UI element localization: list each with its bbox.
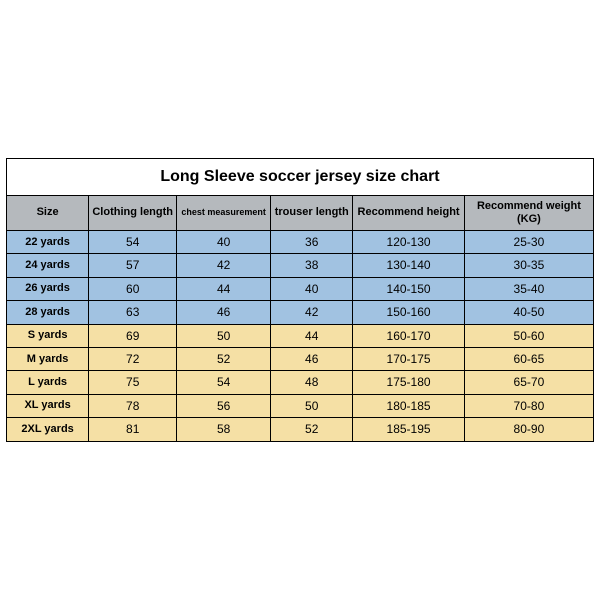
- cell-chest: 54: [177, 371, 271, 394]
- cell-rec-height: 180-185: [353, 394, 465, 417]
- cell-clothing-length: 75: [89, 371, 177, 394]
- cell-clothing-length: 72: [89, 347, 177, 370]
- table-row: 26 yards604440140-15035-40: [7, 277, 594, 300]
- column-header: trouser length: [271, 195, 353, 230]
- cell-rec-weight: 35-40: [464, 277, 593, 300]
- table-row: M yards725246170-17560-65: [7, 347, 594, 370]
- cell-chest: 52: [177, 347, 271, 370]
- table-row: 2XL yards815852185-19580-90: [7, 418, 594, 441]
- table-row: S yards695044160-17050-60: [7, 324, 594, 347]
- cell-clothing-length: 81: [89, 418, 177, 441]
- cell-rec-height: 140-150: [353, 277, 465, 300]
- cell-trouser-length: 48: [271, 371, 353, 394]
- table-row: XL yards785650180-18570-80: [7, 394, 594, 417]
- title-row: Long Sleeve soccer jersey size chart: [7, 159, 594, 195]
- cell-size: 2XL yards: [7, 418, 89, 441]
- size-chart-container: Long Sleeve soccer jersey size chart Siz…: [0, 158, 600, 441]
- cell-clothing-length: 54: [89, 231, 177, 254]
- cell-chest: 40: [177, 231, 271, 254]
- cell-chest: 46: [177, 301, 271, 324]
- cell-trouser-length: 36: [271, 231, 353, 254]
- cell-size: 26 yards: [7, 277, 89, 300]
- header-row: SizeClothing lengthchest measurementtrou…: [7, 195, 594, 230]
- cell-rec-weight: 60-65: [464, 347, 593, 370]
- cell-rec-weight: 50-60: [464, 324, 593, 347]
- cell-rec-weight: 70-80: [464, 394, 593, 417]
- column-header: Recommend height: [353, 195, 465, 230]
- cell-chest: 42: [177, 254, 271, 277]
- cell-rec-weight: 40-50: [464, 301, 593, 324]
- table-row: L yards755448175-18065-70: [7, 371, 594, 394]
- cell-size: 28 yards: [7, 301, 89, 324]
- tbody: Long Sleeve soccer jersey size chart Siz…: [7, 159, 594, 441]
- cell-clothing-length: 69: [89, 324, 177, 347]
- column-header: Size: [7, 195, 89, 230]
- cell-chest: 50: [177, 324, 271, 347]
- cell-size: S yards: [7, 324, 89, 347]
- chart-title: Long Sleeve soccer jersey size chart: [7, 159, 594, 195]
- cell-rec-height: 160-170: [353, 324, 465, 347]
- table-row: 24 yards574238130-14030-35: [7, 254, 594, 277]
- cell-rec-weight: 30-35: [464, 254, 593, 277]
- cell-clothing-length: 60: [89, 277, 177, 300]
- cell-size: L yards: [7, 371, 89, 394]
- cell-clothing-length: 78: [89, 394, 177, 417]
- table-row: 22 yards544036120-13025-30: [7, 231, 594, 254]
- column-header: Recommend weight (KG): [464, 195, 593, 230]
- size-chart-table: Long Sleeve soccer jersey size chart Siz…: [6, 158, 594, 441]
- column-header: Clothing length: [89, 195, 177, 230]
- cell-rec-weight: 65-70: [464, 371, 593, 394]
- cell-rec-height: 150-160: [353, 301, 465, 324]
- cell-trouser-length: 38: [271, 254, 353, 277]
- cell-clothing-length: 57: [89, 254, 177, 277]
- cell-chest: 56: [177, 394, 271, 417]
- cell-trouser-length: 44: [271, 324, 353, 347]
- cell-size: 22 yards: [7, 231, 89, 254]
- cell-rec-height: 175-180: [353, 371, 465, 394]
- cell-rec-height: 185-195: [353, 418, 465, 441]
- cell-rec-height: 120-130: [353, 231, 465, 254]
- cell-rec-weight: 80-90: [464, 418, 593, 441]
- cell-chest: 58: [177, 418, 271, 441]
- cell-rec-height: 170-175: [353, 347, 465, 370]
- cell-trouser-length: 42: [271, 301, 353, 324]
- cell-size: XL yards: [7, 394, 89, 417]
- cell-rec-height: 130-140: [353, 254, 465, 277]
- cell-size: M yards: [7, 347, 89, 370]
- table-row: 28 yards634642150-16040-50: [7, 301, 594, 324]
- cell-trouser-length: 40: [271, 277, 353, 300]
- cell-trouser-length: 46: [271, 347, 353, 370]
- cell-size: 24 yards: [7, 254, 89, 277]
- cell-trouser-length: 52: [271, 418, 353, 441]
- cell-chest: 44: [177, 277, 271, 300]
- cell-rec-weight: 25-30: [464, 231, 593, 254]
- column-header: chest measurement: [177, 195, 271, 230]
- cell-trouser-length: 50: [271, 394, 353, 417]
- cell-clothing-length: 63: [89, 301, 177, 324]
